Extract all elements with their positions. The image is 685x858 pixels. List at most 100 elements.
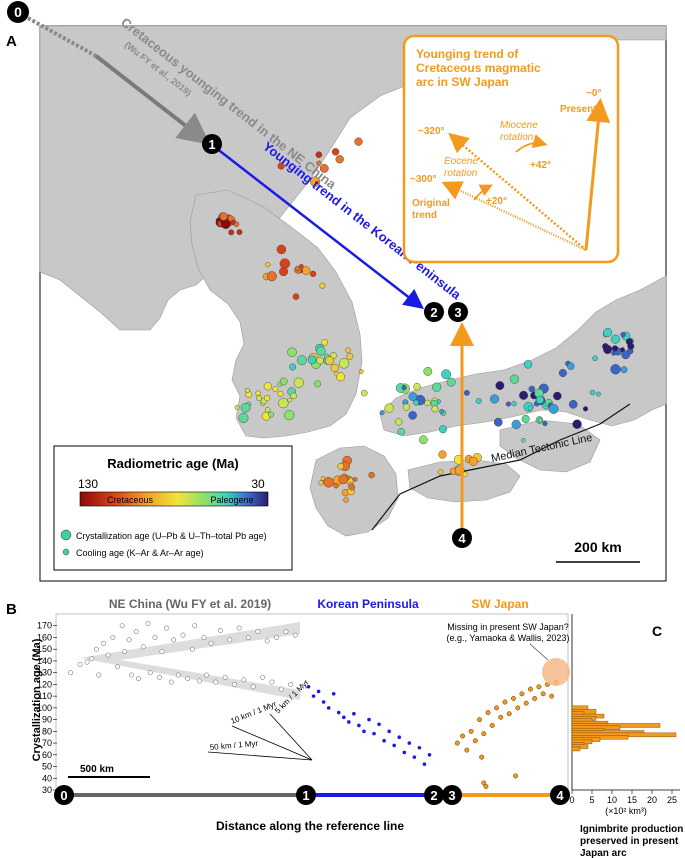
- age-dot: [236, 229, 243, 236]
- scatter-point: [498, 714, 504, 720]
- panel-b-ref-points: 0 1 2 3 4: [54, 785, 570, 805]
- age-dot: [238, 412, 249, 423]
- age-dot: [335, 155, 344, 164]
- inset-320-arrow: [448, 132, 587, 251]
- korean-peninsula-landmass: [189, 189, 363, 439]
- map-age-dots: [215, 137, 635, 503]
- age-dot: [287, 397, 292, 403]
- scatter-point: [536, 684, 542, 690]
- scatter-point: [122, 649, 127, 654]
- honshu-landmass: [379, 275, 667, 437]
- age-dot: [511, 400, 517, 407]
- y-tick-label: 110: [38, 691, 52, 701]
- scatter-point: [485, 710, 491, 716]
- scatter-point: [171, 637, 177, 643]
- scatter-point: [147, 670, 153, 676]
- scatter-point: [203, 672, 209, 678]
- age-dot: [419, 435, 428, 445]
- inset-present-angle: ~0°: [586, 88, 601, 99]
- panel-b-xlabel: Distance along the reference line: [216, 819, 404, 833]
- age-dot: [323, 477, 334, 488]
- panel-a-label: A: [6, 33, 17, 50]
- scatter-point: [412, 755, 417, 759]
- scatter-point: [236, 625, 242, 631]
- y-tick-label: 100: [37, 703, 52, 713]
- age-dot: [446, 377, 456, 387]
- age-dot: [279, 258, 291, 269]
- age-dot: [293, 377, 304, 388]
- scatter-point: [68, 670, 74, 676]
- scatter-point: [227, 637, 233, 643]
- age-dot: [315, 151, 323, 158]
- missing-note-1: Missing in present SW Japan?: [447, 622, 569, 632]
- svg-text:2: 2: [430, 788, 437, 803]
- scatter-point: [288, 681, 294, 687]
- legend-crystal-symbol: [60, 529, 72, 541]
- legend-cooling: Cooling age (K–Ar & Ar–Ar age): [76, 548, 204, 558]
- scatter-point: [159, 649, 165, 654]
- b-ref-3: [442, 785, 462, 805]
- scatter-point: [468, 728, 474, 734]
- scatter-point: [93, 646, 99, 652]
- scatter-point: [387, 729, 391, 734]
- scatter-point: [105, 652, 111, 658]
- age-dot: [528, 385, 536, 393]
- age-dot: [277, 162, 285, 170]
- age-dot: [244, 387, 250, 393]
- scatter-point: [133, 629, 139, 635]
- age-dot: [265, 261, 271, 268]
- age-dot: [542, 420, 548, 427]
- map-ref-points: 0 1 2 3 4: [7, 1, 472, 548]
- svg-text:0: 0: [14, 4, 22, 20]
- age-dot: [319, 282, 326, 289]
- scatter-point: [321, 700, 326, 704]
- scatter-point: [241, 677, 247, 683]
- legend-cooling-symbol: [62, 548, 70, 556]
- b-ref-2: [424, 785, 444, 805]
- age-dot: [316, 356, 324, 365]
- age-dot: [292, 293, 300, 300]
- ne-china-title: NE China (Wu FY et al. 2019): [109, 597, 271, 611]
- age-dot: [263, 382, 272, 391]
- age-dot: [408, 392, 418, 401]
- age-dot: [353, 477, 358, 482]
- x-tick-label: 5: [589, 795, 594, 805]
- scatter-point: [201, 635, 207, 640]
- age-dot: [413, 399, 419, 406]
- age-dot: [219, 212, 228, 221]
- svg-text:1: 1: [302, 788, 309, 803]
- scatter-point: [483, 784, 489, 789]
- scatter-point: [208, 640, 214, 646]
- inset-miocene: Miocene rotation: [500, 120, 538, 143]
- scatter-point: [397, 735, 402, 739]
- inset-eocene-angle: +20°: [486, 196, 507, 207]
- b-ref-0: [54, 785, 74, 805]
- age-dot: [395, 418, 403, 426]
- inset-eocene-arc: [473, 184, 493, 201]
- scatter-point: [407, 741, 412, 745]
- panel-c-xticks: 0 5 10 15 20 25: [569, 790, 677, 805]
- scatter-point: [283, 629, 289, 635]
- age-dot: [287, 347, 297, 357]
- map-scale-label: 200 km: [574, 539, 621, 555]
- legend-title: Radiometric age (Ma): [107, 456, 238, 471]
- age-dot: [333, 483, 339, 489]
- scatter-point: [331, 691, 336, 696]
- age-dot: [384, 403, 394, 413]
- ne-china-trend-band: [80, 622, 300, 700]
- scatter-point: [336, 710, 341, 715]
- age-dot: [567, 362, 575, 370]
- age-dot: [423, 367, 433, 376]
- scatter-point: [511, 696, 516, 701]
- korea-title: Korean Peninsula: [317, 597, 419, 611]
- panel-b-frame: [55, 613, 569, 795]
- scatter-point: [494, 705, 499, 711]
- age-dot: [290, 392, 297, 400]
- x-tick-label: 0: [569, 795, 574, 805]
- age-dot: [336, 372, 346, 382]
- age-dot: [361, 389, 368, 397]
- age-dot: [337, 463, 344, 470]
- age-dot: [234, 405, 240, 410]
